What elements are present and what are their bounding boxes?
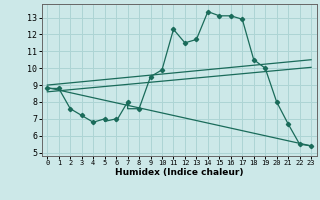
X-axis label: Humidex (Indice chaleur): Humidex (Indice chaleur) [115,168,244,177]
